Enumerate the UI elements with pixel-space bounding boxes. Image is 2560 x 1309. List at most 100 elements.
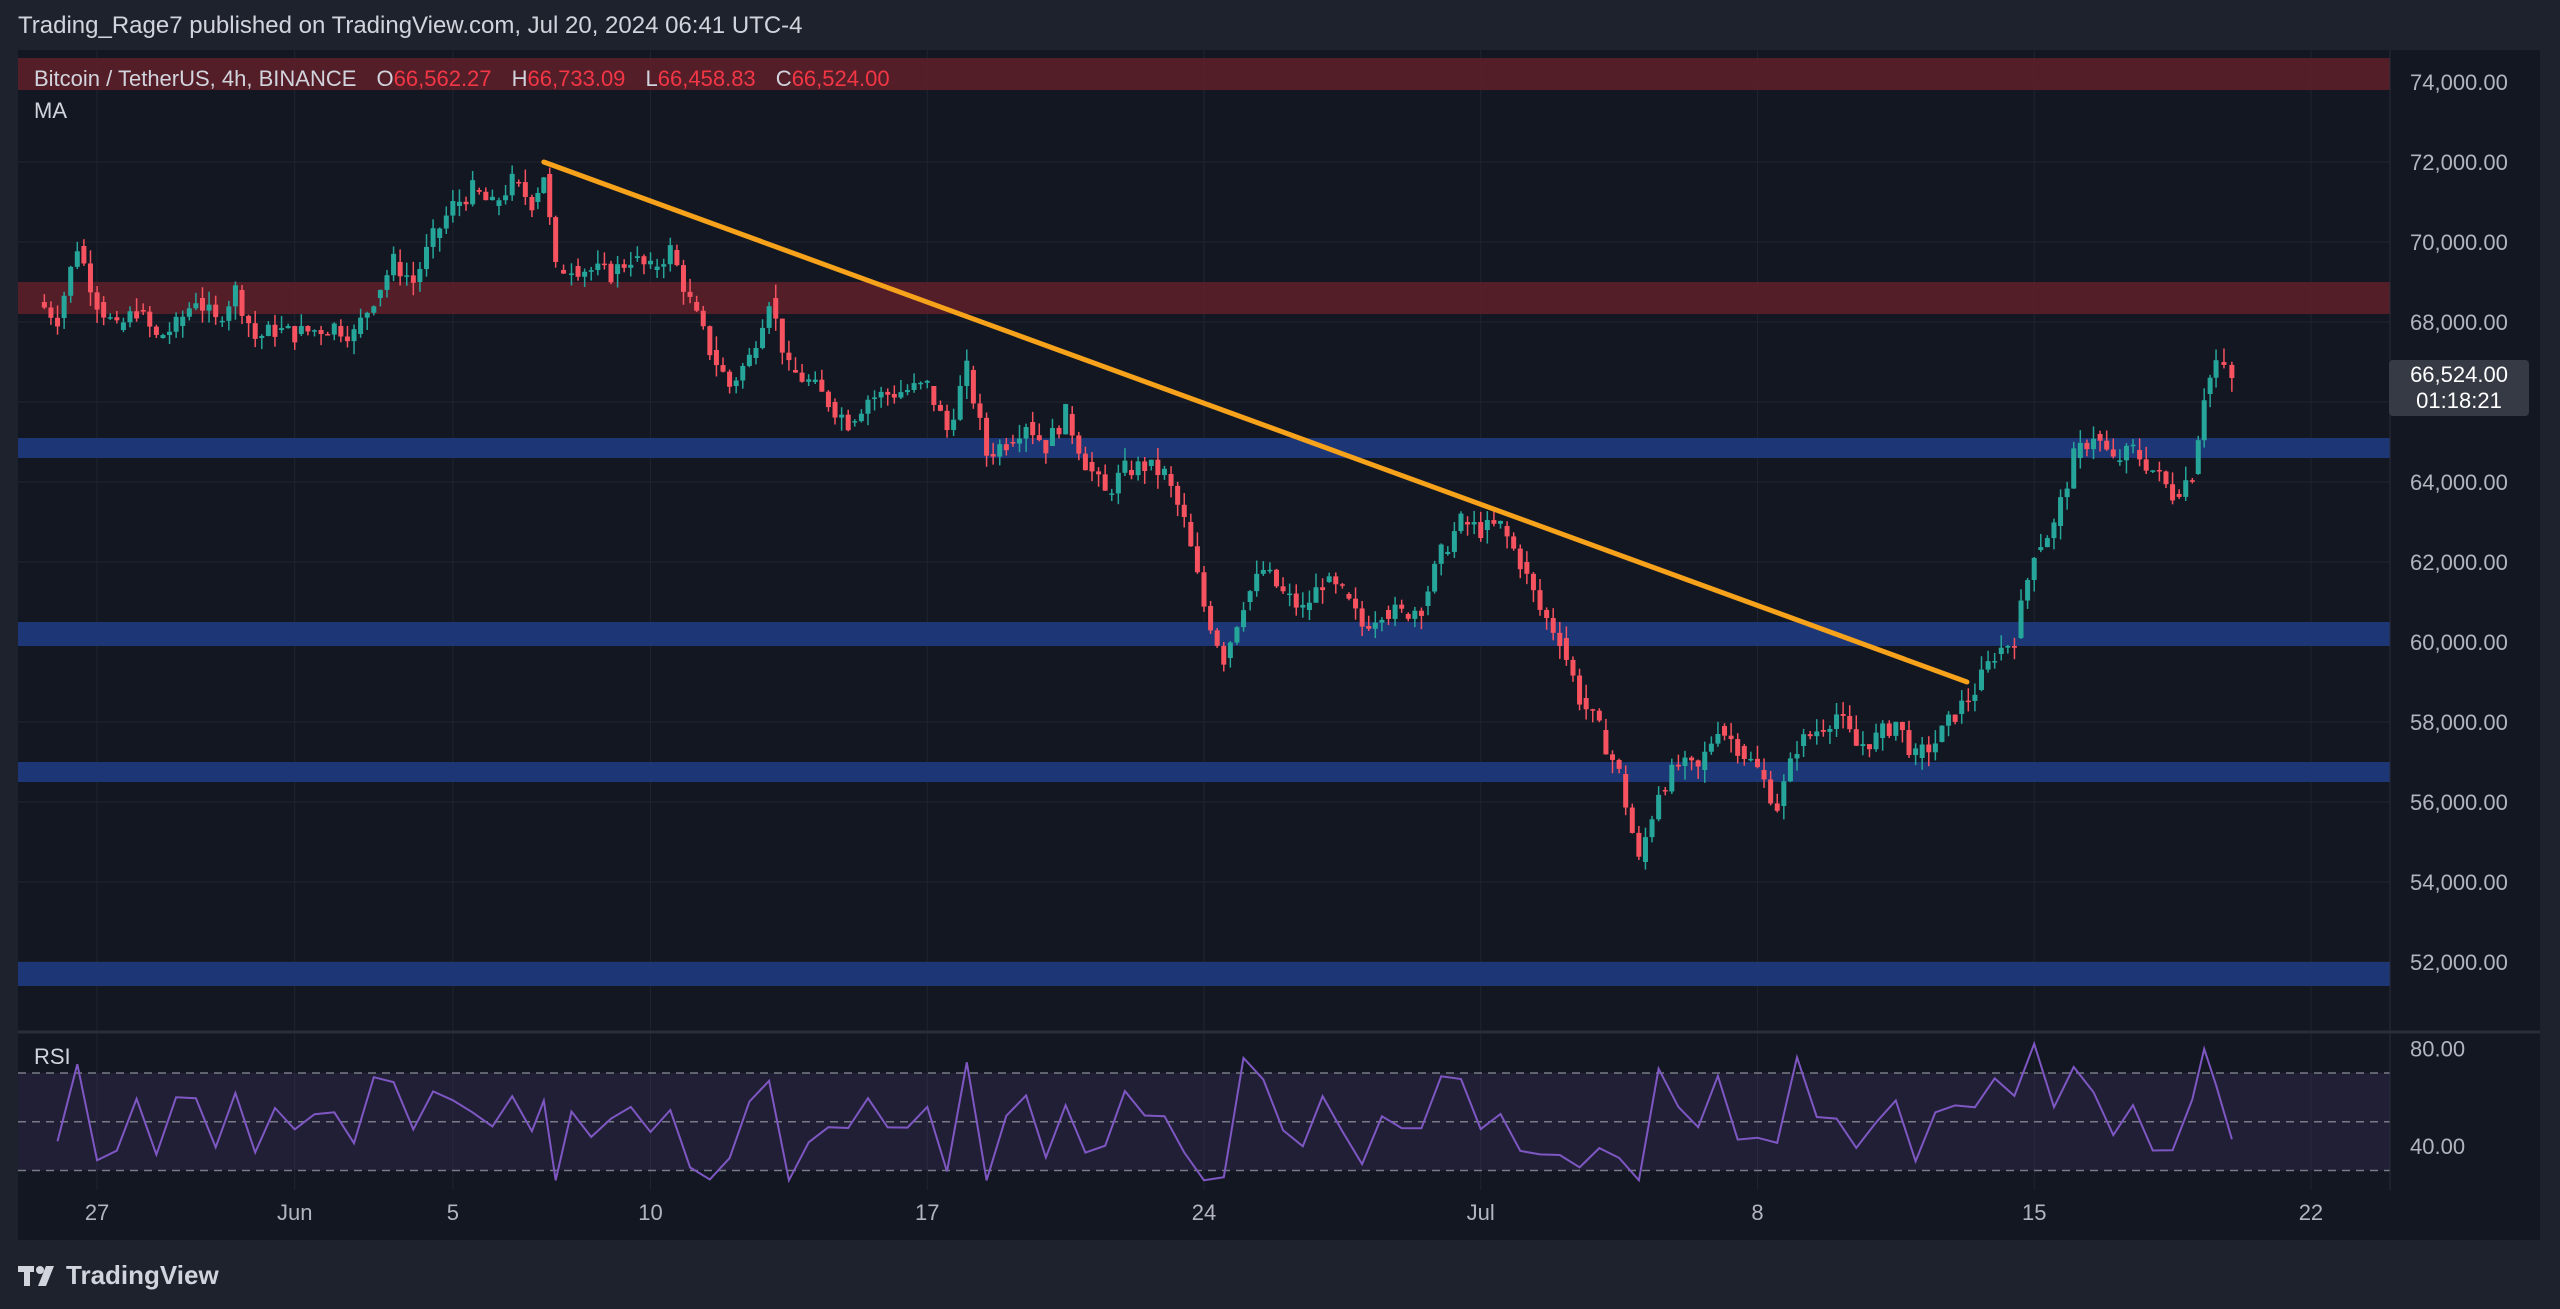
candle-body [358, 317, 364, 334]
candle-body [1610, 754, 1616, 760]
candle-body [634, 256, 640, 258]
candle-body [312, 330, 317, 332]
candle-body [825, 391, 831, 408]
candle-body [977, 403, 983, 418]
symbol-name[interactable]: Bitcoin / TetherUS, 4h, BINANCE [34, 66, 357, 91]
candle-body [1471, 522, 1477, 525]
candle-body [786, 352, 792, 361]
candle-body [547, 174, 553, 218]
candle-body [1333, 576, 1339, 585]
candle-body [654, 266, 660, 270]
candle-body [1089, 462, 1095, 472]
x-tick-label: 27 [85, 1200, 109, 1225]
candle-body [219, 320, 225, 323]
candle-body [1287, 593, 1293, 596]
candle-body [1260, 569, 1266, 574]
y-tick-label: 56,000.00 [2410, 790, 2508, 815]
candle-body [2150, 470, 2156, 472]
candle-body [1214, 630, 1220, 646]
candle-body [753, 347, 759, 358]
chart-frame[interactable]: 27 Jun 5 10 17 24 Jul 8 15 22 52,000.00 54,000.00 56… [18, 50, 2540, 1240]
candle-body [1438, 544, 1444, 564]
x-tick-label: 17 [915, 1200, 939, 1225]
candle-body [279, 328, 285, 330]
candle-body [1669, 764, 1675, 792]
y-tick-label: 70,000.00 [2410, 230, 2508, 255]
candle-body [1280, 586, 1286, 592]
candle-body [911, 383, 917, 390]
candle-body [1096, 471, 1102, 475]
y-tick-label: 60,000.00 [2410, 630, 2508, 655]
candle-body [964, 360, 970, 386]
price-chart[interactable]: 27 Jun 5 10 17 24 Jul 8 15 22 52,000.00 54,000.00 56… [18, 50, 2540, 1240]
candle-body [1017, 438, 1023, 444]
candle-body [1175, 485, 1181, 505]
candle-body [529, 196, 535, 211]
candle-body [1076, 435, 1082, 454]
candle-body [68, 266, 74, 296]
candle-body [371, 306, 377, 313]
candle-body [608, 263, 614, 283]
candle-body [226, 306, 232, 321]
candle-body [1155, 459, 1161, 476]
candle-body [377, 289, 383, 298]
candle-body [865, 399, 871, 414]
candle-body [1557, 632, 1563, 647]
candle-body [265, 324, 271, 336]
candle-body [1392, 604, 1398, 619]
candle-body [55, 317, 61, 327]
candle-body [1985, 661, 1991, 670]
candle-body [107, 317, 113, 319]
candle-body [1965, 700, 1971, 703]
candle-body [601, 263, 607, 266]
rsi-indicator-label[interactable]: RSI [34, 1044, 71, 1069]
candle-body [588, 270, 594, 272]
x-tick-label: 24 [1192, 1200, 1216, 1225]
candle-body [391, 253, 397, 276]
ma-indicator-label[interactable]: MA [34, 98, 67, 123]
candle-body [1866, 744, 1872, 750]
candle-body [1708, 743, 1714, 752]
candle-body [891, 394, 897, 398]
descending-trendline[interactable] [541, 159, 1970, 685]
candle-body [1385, 610, 1391, 619]
candle-body [990, 454, 996, 457]
candle-body [1629, 807, 1635, 833]
tradingview-brand[interactable]: TradingView [18, 1260, 219, 1291]
candle-body [1313, 587, 1319, 603]
candle-body [1656, 794, 1662, 820]
candle-body [489, 196, 495, 201]
candle-body [1834, 714, 1840, 729]
candle-body [951, 419, 957, 430]
candle-body [1524, 562, 1530, 574]
candle-body [1913, 748, 1919, 756]
candle-body [1030, 422, 1036, 436]
y-tick-label: 58,000.00 [2410, 710, 2508, 735]
candle-body [2071, 448, 2077, 489]
candle-body [463, 201, 469, 205]
candle-body [1754, 758, 1760, 768]
candle-body [2195, 440, 2201, 474]
candle-body [852, 421, 858, 423]
candle-body [2176, 494, 2182, 497]
candle-body [1181, 504, 1187, 517]
candle-body [1445, 551, 1451, 554]
open-value: 66,562.27 [393, 66, 492, 91]
candle-body [1465, 522, 1471, 525]
candle-body [1768, 779, 1774, 804]
candle-body [2104, 440, 2110, 450]
candle-body [1511, 536, 1517, 549]
candle-body [924, 380, 930, 383]
candle-body [1405, 614, 1411, 619]
high-value: 66,733.09 [527, 66, 626, 91]
candle-body [1049, 427, 1055, 446]
candle-body [1623, 774, 1629, 808]
candle-body [193, 303, 199, 309]
candle-body [1115, 472, 1121, 494]
candle-body [186, 308, 192, 317]
candle-body [1906, 730, 1912, 756]
candle-body [450, 200, 456, 216]
y-tick-label: 62,000.00 [2410, 550, 2508, 575]
candle-body [522, 182, 528, 197]
candle-body [1741, 746, 1747, 760]
